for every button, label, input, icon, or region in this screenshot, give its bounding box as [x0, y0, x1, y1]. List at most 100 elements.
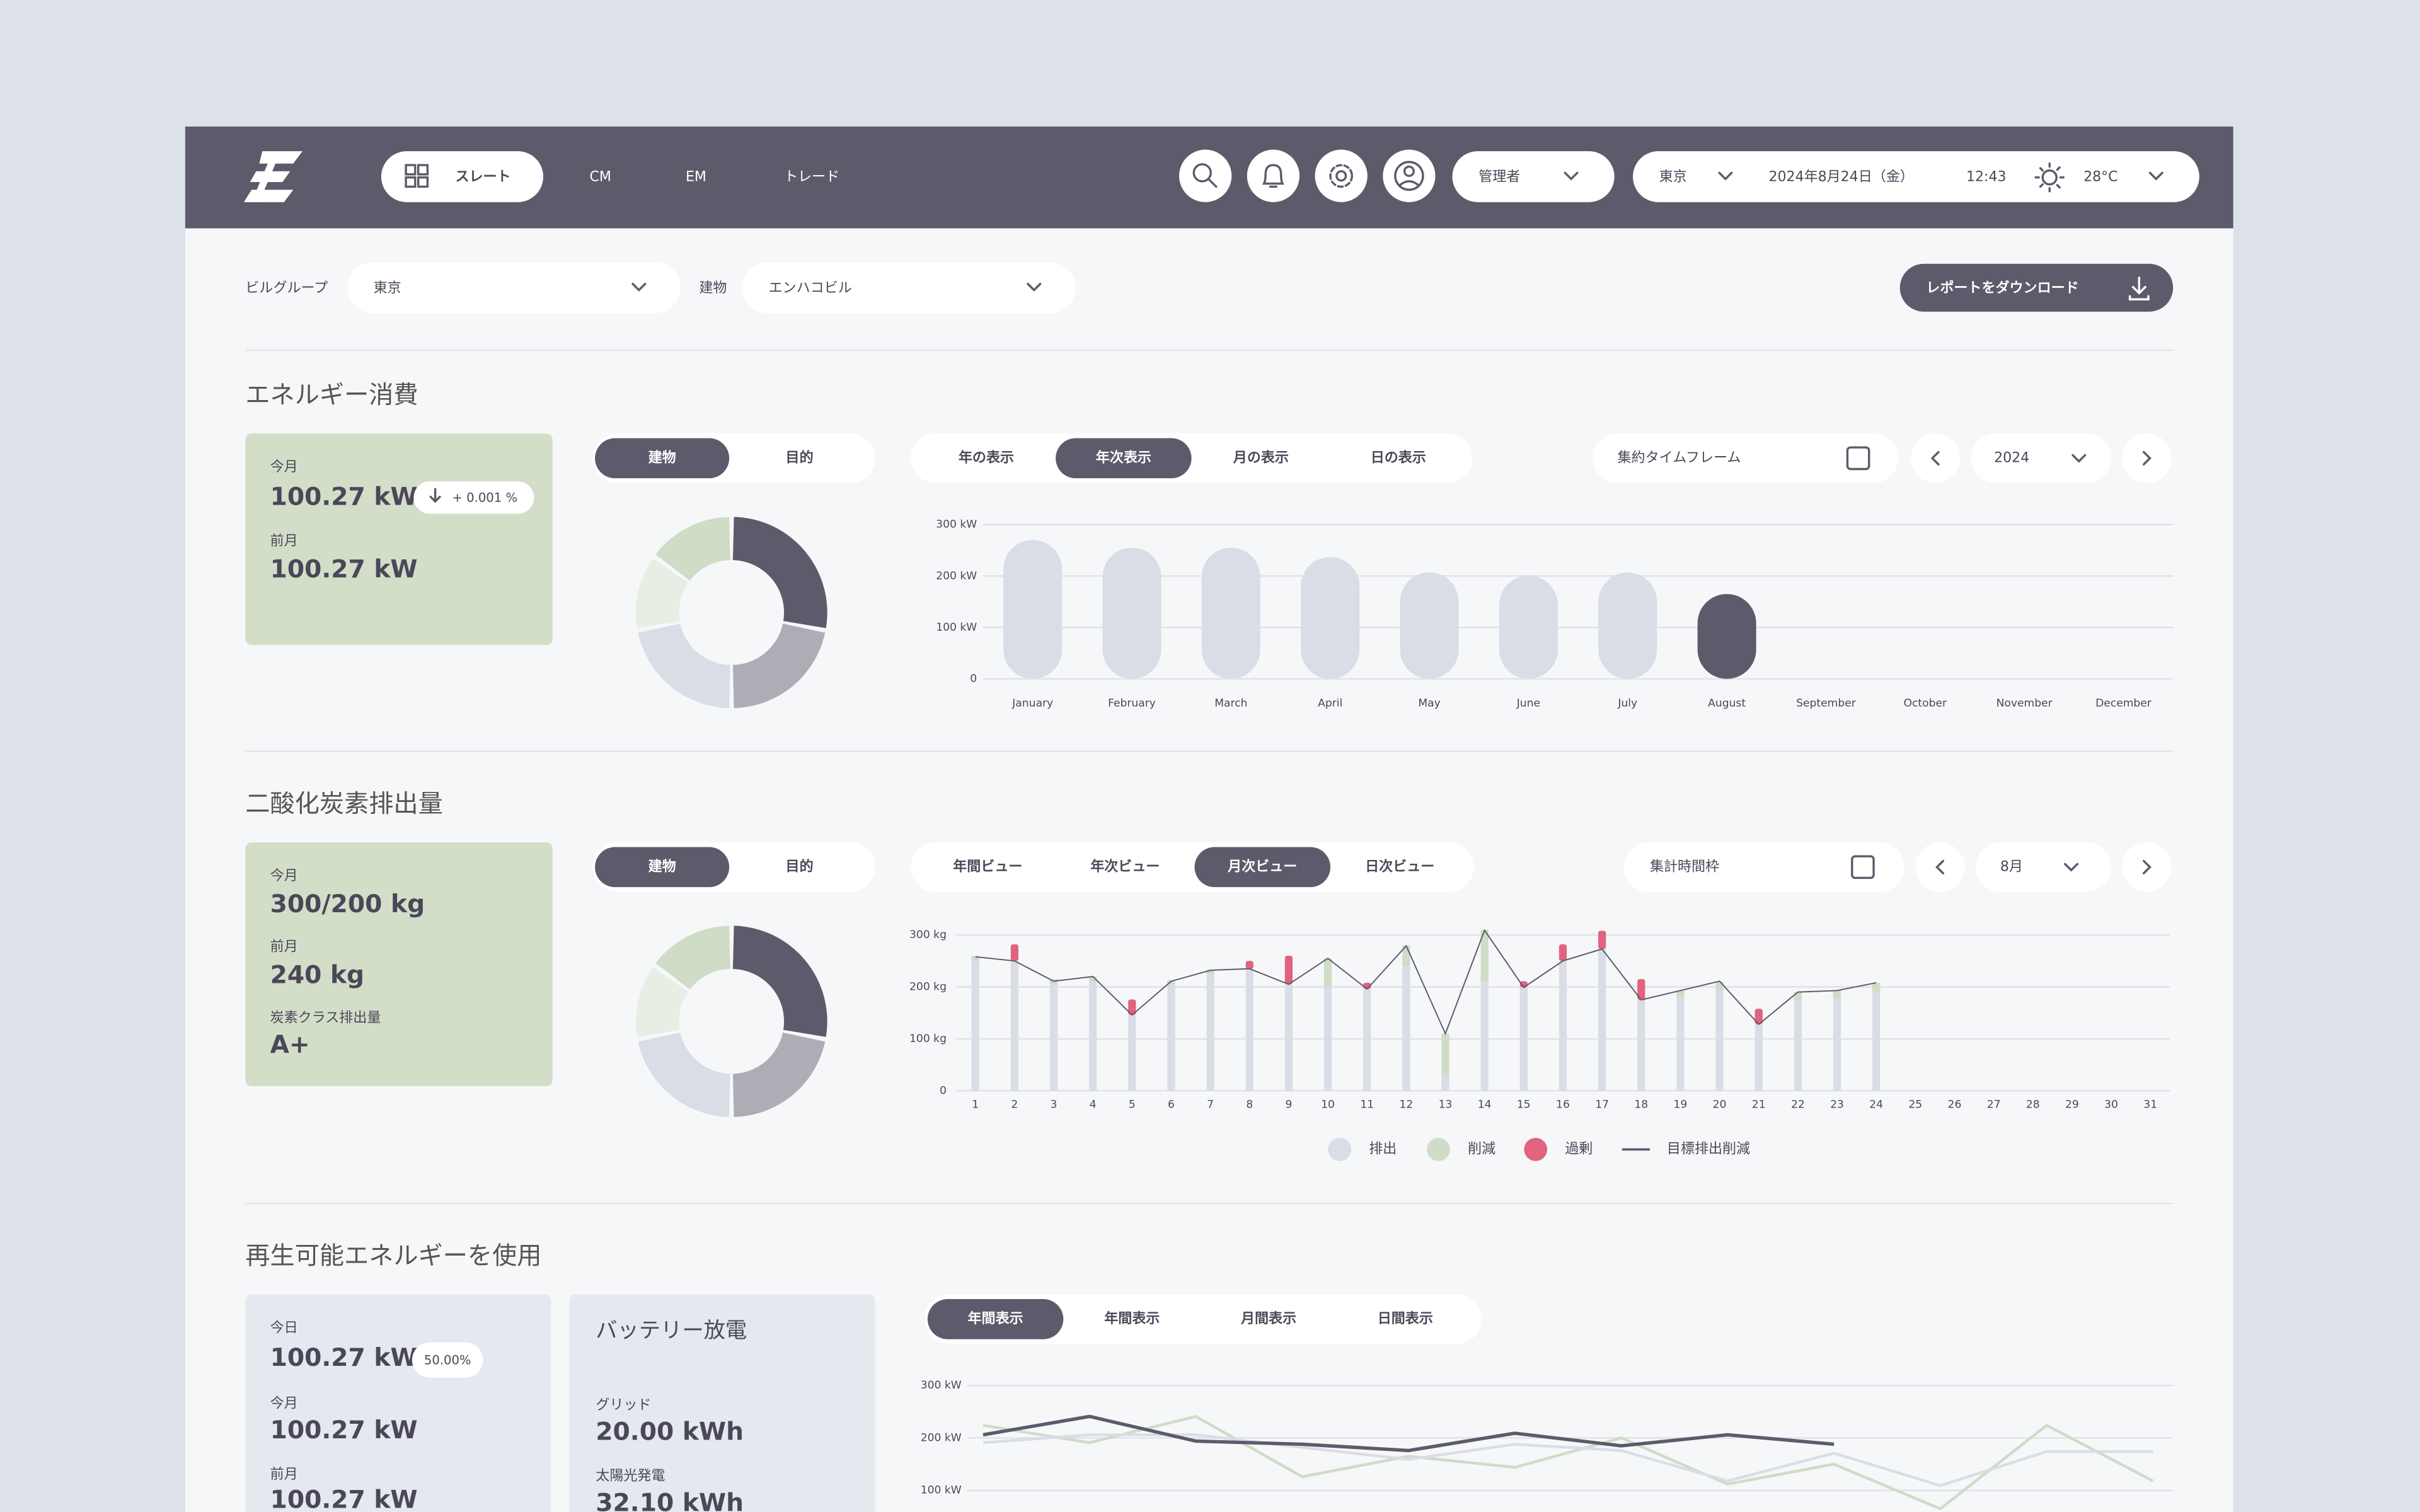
x-tick-label: 1	[972, 1098, 979, 1111]
kpi-label: 今日	[270, 1320, 298, 1336]
donut-segment	[635, 967, 689, 1037]
segment-active[interactable]	[595, 438, 730, 479]
segment[interactable]: 目的	[786, 858, 814, 874]
x-tick-label: 12	[1399, 1098, 1413, 1111]
context-bar[interactable]	[1633, 151, 2199, 202]
bar-segment	[1637, 1000, 1645, 1091]
segment-active[interactable]	[595, 847, 730, 888]
role-select[interactable]	[1452, 151, 1615, 202]
segment[interactable]: 年間表示	[1104, 1310, 1160, 1327]
bar-segment	[1715, 989, 1724, 1091]
notification-button[interactable]	[1247, 149, 1300, 202]
card-title: バッテリー放電	[596, 1318, 747, 1343]
segment[interactable]: 建物	[648, 449, 676, 466]
donut-segment	[655, 925, 730, 990]
x-tick-label: 19	[1674, 1098, 1688, 1111]
bar-segment	[1089, 976, 1097, 982]
building-select[interactable]	[742, 262, 1076, 314]
bar	[1102, 547, 1161, 679]
kpi-label: 今月	[270, 459, 298, 475]
next-button[interactable]	[2122, 842, 2172, 892]
segment[interactable]: 年次ビュー	[1090, 858, 1160, 874]
legend-swatch	[1524, 1138, 1548, 1161]
download-button[interactable]	[1899, 263, 2174, 312]
nav-item[interactable]: CM	[589, 169, 611, 185]
search-button[interactable]	[1179, 149, 1232, 202]
prev-button[interactable]	[1910, 433, 1961, 483]
y-tick-label: 300 kW	[921, 1379, 962, 1392]
nav-item[interactable]: トレード	[784, 169, 839, 185]
role: 管理者	[1478, 169, 1520, 185]
section-title: 再生可能エネルギーを使用	[245, 1242, 541, 1270]
bar-segment	[1010, 944, 1018, 961]
filter-value: 東京	[374, 280, 401, 296]
segment[interactable]: 年間表示	[968, 1310, 1023, 1327]
x-tick-label: 5	[1129, 1098, 1136, 1111]
segment[interactable]: 年の表示	[959, 449, 1014, 466]
y-tick-label: 100 kW	[921, 1484, 962, 1497]
x-tick-label: 30	[2104, 1098, 2118, 1111]
x-tick-label: 20	[1713, 1098, 1727, 1111]
section-title: エネルギー消費	[245, 381, 418, 410]
segment[interactable]: 日次ビュー	[1365, 858, 1434, 874]
y-tick-label: 300 kW	[936, 518, 977, 531]
bar-segment	[1480, 982, 1489, 1091]
x-tick-label: May	[1418, 697, 1440, 710]
segment-active[interactable]	[927, 1299, 1064, 1339]
bar-segment	[1049, 984, 1058, 1091]
weather-icon	[2034, 162, 2065, 193]
y-tick-label: 200 kW	[921, 1431, 962, 1444]
x-tick-label: 26	[1948, 1098, 1962, 1111]
y-tick-label: 300 kg	[909, 929, 947, 941]
bar-segment	[1794, 992, 1802, 1000]
segment-active[interactable]	[1194, 847, 1331, 888]
x-tick-label: January	[1011, 697, 1053, 710]
x-tick-label: 8	[1246, 1098, 1253, 1111]
bar-segment	[971, 961, 979, 1091]
share-value: 50.00%	[424, 1353, 471, 1368]
x-tick-label: March	[1214, 697, 1247, 710]
segment[interactable]: 建物	[648, 858, 676, 874]
chevron	[2064, 862, 2079, 872]
next-button[interactable]	[2122, 433, 2172, 483]
bar	[1697, 593, 1756, 679]
group-select[interactable]	[347, 262, 681, 314]
target-line	[975, 929, 1877, 1036]
segment[interactable]: 日間表示	[1378, 1311, 1433, 1327]
donut-segment	[635, 558, 689, 628]
timeframe-select[interactable]	[1593, 433, 1899, 483]
bar-segment	[1441, 1033, 1449, 1075]
bar-segment	[1754, 1009, 1763, 1024]
segment[interactable]: 目的	[786, 449, 814, 466]
segment[interactable]: 月次ビュー	[1227, 858, 1297, 874]
chevron	[1564, 171, 1579, 181]
period-select[interactable]	[1971, 433, 2112, 483]
logo[interactable]	[243, 151, 302, 202]
segment-active[interactable]	[1056, 438, 1192, 479]
segment[interactable]: 年間ビュー	[953, 858, 1022, 874]
bar-segment	[1480, 929, 1489, 982]
time: 12:43	[1966, 169, 2007, 185]
segment[interactable]: 月間表示	[1240, 1311, 1296, 1327]
change-value: + 0.001 %	[452, 491, 518, 505]
segment[interactable]: 日の表示	[1371, 450, 1426, 466]
battery-card	[569, 1294, 875, 1512]
nav-item[interactable]: スレート	[455, 169, 510, 185]
timeframe-select[interactable]	[1623, 842, 1905, 892]
x-tick-label: 16	[1556, 1098, 1570, 1111]
nav-item[interactable]: EM	[686, 169, 706, 185]
donut-segment	[638, 623, 730, 709]
segment[interactable]: 年次表示	[1096, 449, 1151, 466]
nav-active[interactable]	[381, 151, 544, 202]
x-tick-label: 7	[1207, 1098, 1214, 1111]
x-tick-label: 9	[1285, 1098, 1292, 1111]
x-tick-label: February	[1108, 697, 1156, 710]
segment[interactable]: 月の表示	[1233, 450, 1289, 466]
prev-button[interactable]	[1915, 842, 1965, 892]
line-series	[982, 1414, 1835, 1453]
donut-segment	[732, 1032, 826, 1118]
x-tick-label: 29	[2065, 1098, 2079, 1111]
kpi-value: 100.27 kW	[270, 1344, 418, 1372]
settings-button[interactable]	[1315, 149, 1368, 202]
period-select[interactable]	[1975, 842, 2112, 892]
